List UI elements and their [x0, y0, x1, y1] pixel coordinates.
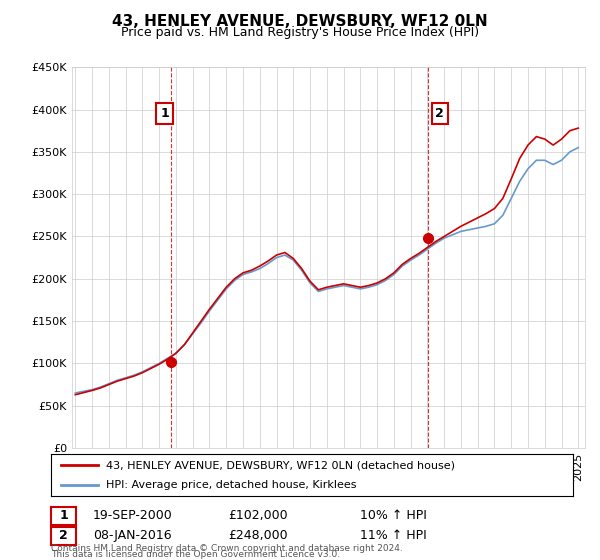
- Text: HPI: Average price, detached house, Kirklees: HPI: Average price, detached house, Kirk…: [106, 480, 356, 489]
- Text: 43, HENLEY AVENUE, DEWSBURY, WF12 0LN: 43, HENLEY AVENUE, DEWSBURY, WF12 0LN: [112, 14, 488, 29]
- Text: Price paid vs. HM Land Registry's House Price Index (HPI): Price paid vs. HM Land Registry's House …: [121, 26, 479, 39]
- Text: £248,000: £248,000: [228, 529, 287, 543]
- Text: 10% ↑ HPI: 10% ↑ HPI: [360, 509, 427, 522]
- Text: This data is licensed under the Open Government Licence v3.0.: This data is licensed under the Open Gov…: [51, 550, 340, 559]
- Text: 43, HENLEY AVENUE, DEWSBURY, WF12 0LN (detached house): 43, HENLEY AVENUE, DEWSBURY, WF12 0LN (d…: [106, 460, 455, 470]
- Text: 19-SEP-2000: 19-SEP-2000: [93, 509, 173, 522]
- Text: 1: 1: [59, 509, 68, 522]
- Text: 2: 2: [59, 529, 68, 543]
- Text: 08-JAN-2016: 08-JAN-2016: [93, 529, 172, 543]
- Text: £102,000: £102,000: [228, 509, 287, 522]
- Text: 11% ↑ HPI: 11% ↑ HPI: [360, 529, 427, 543]
- Text: 2: 2: [435, 108, 444, 120]
- Text: Contains HM Land Registry data © Crown copyright and database right 2024.: Contains HM Land Registry data © Crown c…: [51, 544, 403, 553]
- Text: 1: 1: [160, 108, 169, 120]
